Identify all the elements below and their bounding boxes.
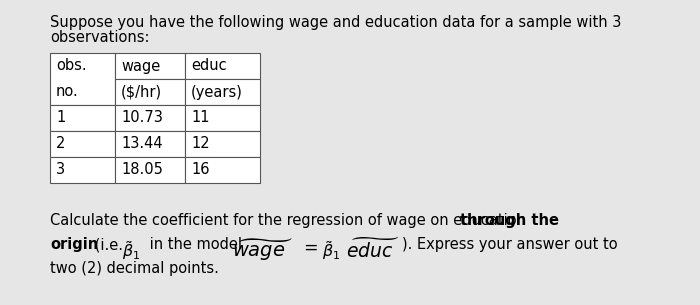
Text: educ: educ <box>191 59 227 74</box>
Text: $\tilde{\beta}_1$: $\tilde{\beta}_1$ <box>122 239 141 262</box>
Text: 18.05: 18.05 <box>121 163 163 178</box>
Text: 3: 3 <box>56 163 65 178</box>
Bar <box>115 157 185 183</box>
Text: no.: no. <box>56 84 78 99</box>
Bar <box>50 105 115 131</box>
Bar <box>115 131 185 157</box>
Text: (years): (years) <box>191 84 243 99</box>
Text: (i.e.: (i.e. <box>90 237 127 252</box>
Text: origin: origin <box>50 237 98 252</box>
Text: 11: 11 <box>191 110 209 125</box>
Bar <box>185 131 260 157</box>
Text: Suppose you have the following wage and education data for a sample with 3: Suppose you have the following wage and … <box>50 15 622 30</box>
Text: 16: 16 <box>191 163 209 178</box>
Text: $\widetilde{educ}$: $\widetilde{educ}$ <box>346 238 399 262</box>
Text: Calculate the coefficient for the regression of wage on education: Calculate the coefficient for the regres… <box>50 213 531 228</box>
Text: 12: 12 <box>191 137 209 152</box>
Text: 13.44: 13.44 <box>121 137 162 152</box>
Text: ). Express your answer out to: ). Express your answer out to <box>402 237 617 252</box>
Text: 1: 1 <box>56 110 65 125</box>
Text: wage: wage <box>121 59 160 74</box>
Bar <box>185 79 260 105</box>
Bar <box>115 79 185 105</box>
Text: in the model: in the model <box>145 237 246 252</box>
Bar <box>185 105 260 131</box>
Text: $=$: $=$ <box>300 238 318 256</box>
Bar <box>115 105 185 131</box>
Bar <box>50 131 115 157</box>
Text: $\tilde{\beta}_1$: $\tilde{\beta}_1$ <box>322 239 340 262</box>
Text: observations:: observations: <box>50 30 150 45</box>
Text: obs.: obs. <box>56 59 87 74</box>
Text: 2: 2 <box>56 137 65 152</box>
Text: ($/hr): ($/hr) <box>121 84 162 99</box>
Text: 10.73: 10.73 <box>121 110 163 125</box>
Bar <box>50 157 115 183</box>
Bar <box>115 53 185 79</box>
Bar <box>185 53 260 79</box>
Bar <box>185 157 260 183</box>
Text: $\widetilde{wage}$: $\widetilde{wage}$ <box>232 238 293 263</box>
Text: two (2) decimal points.: two (2) decimal points. <box>50 261 219 276</box>
Bar <box>50 53 115 105</box>
Text: through the: through the <box>460 213 559 228</box>
